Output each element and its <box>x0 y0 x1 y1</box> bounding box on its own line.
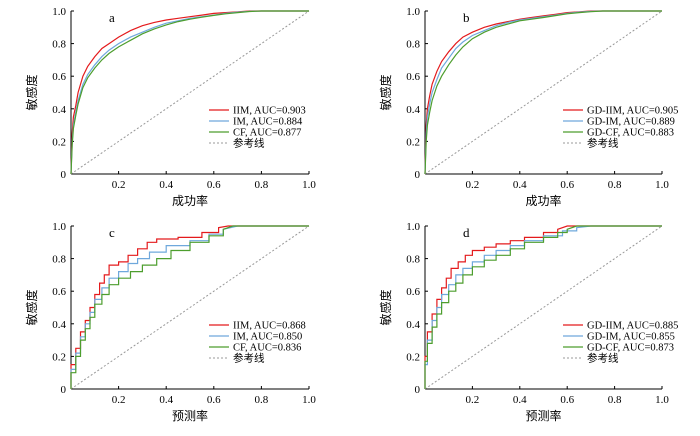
y-tick-label: 0.8 <box>406 39 420 51</box>
legend-label: IIM, AUC=0.903 <box>233 106 306 117</box>
x-tick-label: 0.6 <box>207 179 221 191</box>
y-axis-title: 敏感度 <box>24 74 39 110</box>
y-tick-label: 1.0 <box>52 6 66 18</box>
x-tick-label: 0.2 <box>112 179 126 191</box>
x-tick-label: 0.8 <box>255 394 269 406</box>
panel-b: 0 0.2 0.4 0.6 0.8 1.0 0.2 0.4 0.6 0.8 1.0 b 成功率 敏感度 GD… <box>378 6 678 208</box>
y-tick-label: 0.6 <box>52 71 66 83</box>
legend-label: GD-CF, AUC=0.873 <box>587 343 674 354</box>
legend-label: GD-IIM, AUC=0.885 <box>587 321 678 332</box>
roc-curve-blue <box>424 225 662 389</box>
legend-label: IIM, AUC=0.868 <box>233 321 306 332</box>
y-tick-label: 0 <box>415 384 421 396</box>
x-tick-label: 0.6 <box>560 179 574 191</box>
x-axis-title: 成功率 <box>525 193 561 208</box>
legend-label: GD-IM, AUC=0.889 <box>587 117 675 128</box>
x-tick-label: 0.2 <box>466 179 480 191</box>
y-tick-label: 0.2 <box>52 136 66 148</box>
y-axis-title: 敏感度 <box>24 289 39 325</box>
roc-curve-green <box>70 225 309 389</box>
roc-curve-red <box>70 225 309 389</box>
panel-letter: d <box>463 225 470 240</box>
x-tick-label: 0.4 <box>513 394 527 406</box>
y-tick-label: 0.6 <box>406 71 420 83</box>
legend-label: GD-IIM, AUC=0.905 <box>587 106 678 117</box>
panel-letter: b <box>463 10 470 25</box>
y-axis-title: 敏感度 <box>378 74 393 110</box>
y-tick-label: 0.8 <box>52 39 66 51</box>
y-tick-label: 1.0 <box>52 221 66 233</box>
roc-curve-green <box>424 10 662 175</box>
x-tick-label: 1.0 <box>302 179 316 191</box>
x-axis-title: 预测率 <box>525 408 561 423</box>
legend-label: 参考线 <box>587 352 619 365</box>
x-tick-label: 0.2 <box>112 394 126 406</box>
reference-line <box>424 225 663 390</box>
x-tick-label: 1.0 <box>655 179 669 191</box>
y-tick-label: 0.4 <box>406 319 420 331</box>
legend-label: 参考线 <box>233 352 265 365</box>
x-tick-label: 0.8 <box>255 179 269 191</box>
x-tick-label: 0.8 <box>608 179 622 191</box>
roc-curve-blue <box>70 225 309 389</box>
panel-d: 0 0.2 0.4 0.6 0.8 1.0 0.2 0.4 0.6 0.8 1.0 d 预测率 敏感度 GD… <box>378 221 678 423</box>
y-axis-title: 敏感度 <box>378 289 393 325</box>
x-tick-label: 1.0 <box>655 394 669 406</box>
reference-line <box>70 225 310 390</box>
legend-label: GD-IM, AUC=0.855 <box>587 332 675 343</box>
y-tick-label: 0.2 <box>406 351 420 363</box>
y-tick-label: 0 <box>61 384 67 396</box>
x-tick-label: 0.2 <box>466 394 480 406</box>
y-tick-label: 0 <box>61 169 67 181</box>
legend-label: GD-CF, AUC=0.883 <box>587 128 674 139</box>
y-tick-label: 0.2 <box>52 351 66 363</box>
roc-curve-red <box>424 10 662 175</box>
y-tick-label: 0.8 <box>52 254 66 266</box>
x-tick-label: 0.4 <box>159 179 173 191</box>
y-tick-label: 0.8 <box>406 254 420 266</box>
roc-curve-green <box>70 10 309 175</box>
y-tick-label: 0.4 <box>52 319 66 331</box>
x-tick-label: 0.4 <box>513 179 527 191</box>
reference-line <box>70 10 310 175</box>
roc-curve-red <box>70 10 309 175</box>
y-tick-label: 1.0 <box>406 221 420 233</box>
legend-label: IM, AUC=0.850 <box>233 332 302 343</box>
x-tick-label: 0.6 <box>560 394 574 406</box>
panel-a: 0 0.2 0.4 0.6 0.8 1.0 0.2 0.4 0.6 0.8 1.0 a 成功率 敏感度 II… <box>24 6 316 208</box>
y-tick-label: 0.6 <box>406 286 420 298</box>
legend-label: IM, AUC=0.884 <box>233 117 303 128</box>
legend-label: CF, AUC=0.836 <box>233 343 301 354</box>
y-tick-label: 0 <box>415 169 421 181</box>
reference-line <box>424 10 663 175</box>
panel-c: 0 0.2 0.4 0.6 0.8 1.0 0.2 0.4 0.6 0.8 1.0 c 预测率 敏感度 II… <box>24 221 316 423</box>
x-tick-label: 0.8 <box>608 394 622 406</box>
panel-letter: a <box>109 10 115 25</box>
y-tick-label: 0.6 <box>52 286 66 298</box>
y-tick-label: 0.2 <box>406 136 420 148</box>
x-tick-label: 0.4 <box>159 394 173 406</box>
y-tick-label: 0.4 <box>52 104 66 116</box>
y-tick-label: 1.0 <box>406 6 420 18</box>
roc-curve-red <box>424 225 662 389</box>
x-tick-label: 1.0 <box>302 394 316 406</box>
x-axis-title: 成功率 <box>172 193 208 208</box>
roc-curve-green <box>424 225 662 389</box>
legend-label: 参考线 <box>587 137 619 150</box>
y-tick-label: 0.4 <box>406 104 420 116</box>
legend-label: 参考线 <box>233 137 265 150</box>
panel-letter: c <box>109 225 115 240</box>
x-tick-label: 0.6 <box>207 394 221 406</box>
legend-label: CF, AUC=0.877 <box>233 128 301 139</box>
x-axis-title: 预测率 <box>172 408 208 423</box>
